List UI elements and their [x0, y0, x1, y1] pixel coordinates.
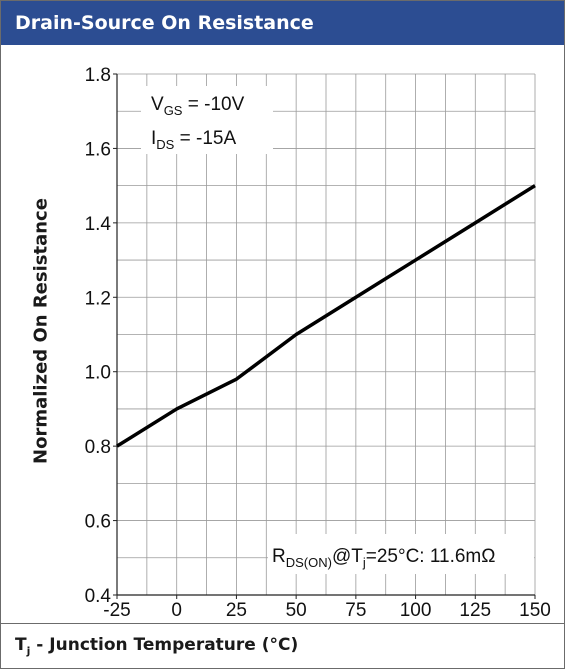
x-tick-label: 100 [400, 600, 432, 621]
x-axis-label-rest: - Junction Temperature (°C) [30, 635, 299, 655]
series-line [116, 184, 536, 448]
footer-divider [1, 623, 564, 624]
y-tick-label: 0.4 [85, 586, 112, 607]
annotation-rds-on: RDS(ON)@Tj=25°C: 11.6mΩ [272, 546, 495, 570]
x-tick-label: 150 [519, 600, 551, 621]
x-tick-label: 25 [226, 600, 247, 621]
x-tick-label: 50 [286, 600, 307, 621]
x-tick-label: 0 [171, 600, 182, 621]
x-tick-label: -25 [103, 600, 130, 621]
x-axis-label: Tj - Junction Temperature (°C) [15, 635, 298, 665]
annotation-vgs: VGS = -10V [151, 94, 245, 118]
chart-title: Drain-Source On Resistance [1, 1, 564, 45]
rds-note-box [268, 534, 534, 574]
y-tick-label: 1.6 [85, 139, 111, 160]
annotation-ids: IDS = -15A [151, 128, 236, 152]
x-tick-label: 125 [459, 600, 491, 621]
x-axis-label-main: T [15, 635, 27, 655]
conditions-box [141, 86, 273, 154]
x-tick-label: 75 [345, 600, 366, 621]
y-tick-label: 1.8 [85, 65, 111, 86]
x-axis-label-sub: j [26, 644, 31, 658]
y-tick-label: 0.6 [85, 512, 111, 533]
y-tick-label: 1.0 [85, 363, 111, 384]
y-tick-label: 1.4 [85, 214, 112, 235]
y-tick-label: 1.2 [85, 288, 111, 309]
y-tick-label: 0.8 [85, 437, 111, 458]
